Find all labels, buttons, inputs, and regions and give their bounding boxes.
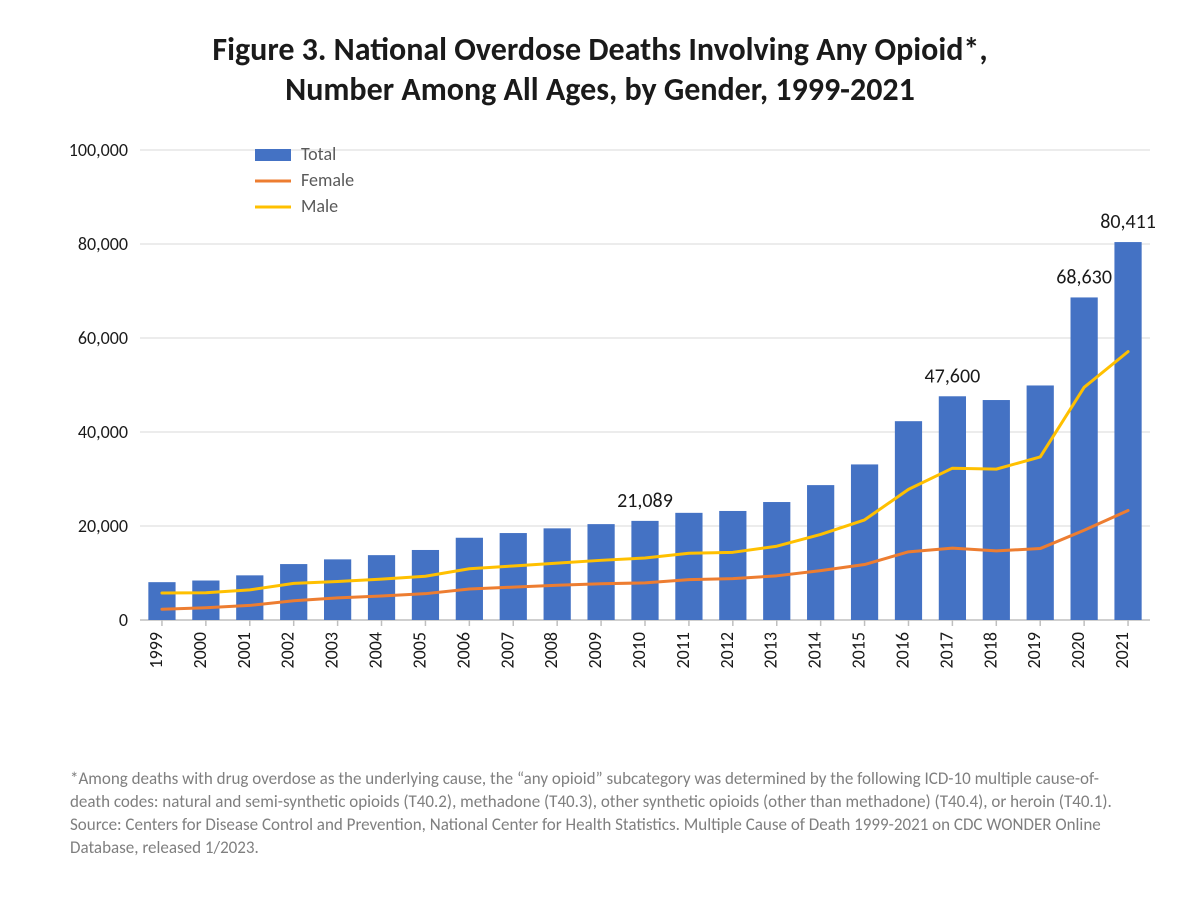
bar-total [983, 400, 1010, 620]
bar-total [324, 559, 351, 620]
bar-data-label: 21,089 [617, 489, 673, 513]
bar-total [280, 564, 307, 620]
legend-label: Male [301, 195, 338, 217]
bar-total [939, 396, 966, 620]
bar-total [587, 524, 614, 620]
x-tick-label: 1999 [145, 632, 167, 669]
bar-data-label: 68,630 [1056, 265, 1112, 289]
x-tick-label: 2017 [935, 632, 957, 669]
bar-total [631, 521, 658, 620]
x-tick-label: 2005 [408, 632, 430, 669]
x-tick-label: 2015 [848, 632, 870, 669]
chart-svg: 0 20,000 40,000 60,000 80,000 100,000 1999 2000… [40, 130, 1160, 750]
bar-total [456, 538, 483, 620]
bar-total [1027, 385, 1054, 620]
x-tick-label: 2011 [672, 632, 694, 669]
y-tick-label: 20,000 [78, 515, 128, 537]
x-tick-label: 2020 [1067, 632, 1089, 669]
bar-total [719, 511, 746, 620]
x-tick-label: 2004 [365, 632, 387, 669]
x-tick-label: 2009 [584, 632, 606, 669]
x-tick-label: 2013 [760, 632, 782, 669]
chart-title: Figure 3. National Overdose Deaths Invol… [70, 30, 1130, 110]
bar-total [807, 485, 834, 620]
y-tick-label: 80,000 [78, 233, 128, 255]
bar-total [368, 555, 395, 620]
x-tick-label: 2001 [233, 632, 255, 669]
y-tick-label: 40,000 [78, 421, 128, 443]
x-tick-label: 2000 [189, 632, 211, 669]
x-tick-label: 2008 [540, 632, 562, 669]
bar-data-label: 47,600 [925, 364, 981, 388]
bar-total [675, 513, 702, 620]
x-tick-label: 2021 [1111, 632, 1133, 669]
x-tick-label: 2007 [496, 632, 518, 669]
x-tick-label: 2003 [321, 632, 343, 669]
y-tick-label: 60,000 [78, 327, 128, 349]
legend-label: Total [301, 143, 336, 165]
x-tick-label: 2002 [277, 632, 299, 669]
title-line-1: Figure 3. National Overdose Deaths Invol… [212, 30, 987, 69]
bar-total [851, 464, 878, 620]
x-tick-label: 2019 [1023, 632, 1045, 669]
bar-total [544, 528, 571, 620]
x-tick-label: 2014 [804, 632, 826, 669]
footnote: *Among deaths with drug overdose as the … [70, 768, 1130, 860]
bar-total [1071, 297, 1098, 620]
chart-area: 0 20,000 40,000 60,000 80,000 100,000 1999 2000… [40, 130, 1160, 750]
bar-total [148, 582, 175, 620]
bar-total [763, 502, 790, 620]
legend-label: Female [301, 169, 354, 191]
figure-container: Figure 3. National Overdose Deaths Invol… [0, 0, 1200, 900]
x-tick-label: 2018 [979, 632, 1001, 669]
y-tick-label: 0 [119, 609, 128, 631]
bar-total [895, 421, 922, 620]
title-line-2: Number Among All Ages, by Gender, 1999-2… [285, 70, 915, 109]
bar-total [500, 533, 527, 620]
y-tick-label: 100,000 [69, 139, 128, 161]
bar-total [192, 581, 219, 620]
bar-total [412, 550, 439, 620]
bar-data-label: 80,411 [1100, 210, 1156, 234]
x-tick-label: 2006 [452, 632, 474, 669]
bar-total [1114, 242, 1141, 620]
bar-total [236, 575, 263, 620]
x-tick-label: 2010 [628, 632, 650, 669]
x-tick-label: 2016 [891, 632, 913, 669]
x-tick-label: 2012 [716, 632, 738, 669]
legend-swatch [255, 149, 291, 161]
